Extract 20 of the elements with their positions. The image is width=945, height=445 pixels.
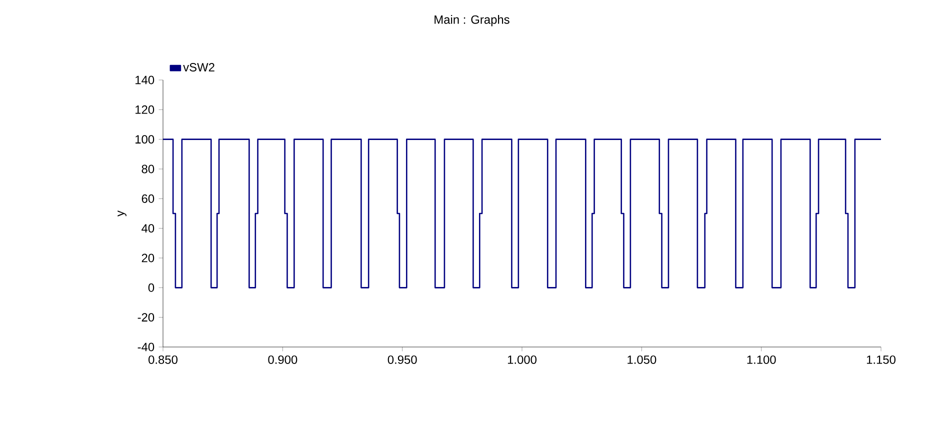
x-tick-label: 1.100 (747, 355, 776, 364)
y-tick-label: 140 (136, 76, 154, 84)
y-tick-label: 80 (142, 164, 154, 174)
legend-label: vSW2 (183, 63, 214, 72)
x-tick-label: 1.150 (866, 355, 896, 364)
x-tick-label: 1.000 (508, 355, 536, 364)
y-tick-label: 20 (142, 254, 154, 262)
y-axis-title: y (118, 210, 126, 216)
x-tick-label: 0.900 (268, 355, 298, 364)
y-tick-label: 100 (136, 135, 154, 144)
chart-title: Main : Graphs (434, 15, 510, 26)
y-tick-label: -20 (138, 313, 154, 322)
x-tick-label: 0.950 (388, 355, 417, 364)
y-tick-label: 40 (142, 224, 154, 233)
y-tick-label: -40 (138, 342, 154, 352)
y-tick-label: 0 (148, 283, 154, 292)
y-tick-label: 60 (142, 194, 154, 203)
x-tick-label: 1.050 (628, 355, 656, 364)
y-tick-label: 120 (136, 105, 154, 114)
x-tick-label: 0.850 (148, 355, 178, 364)
